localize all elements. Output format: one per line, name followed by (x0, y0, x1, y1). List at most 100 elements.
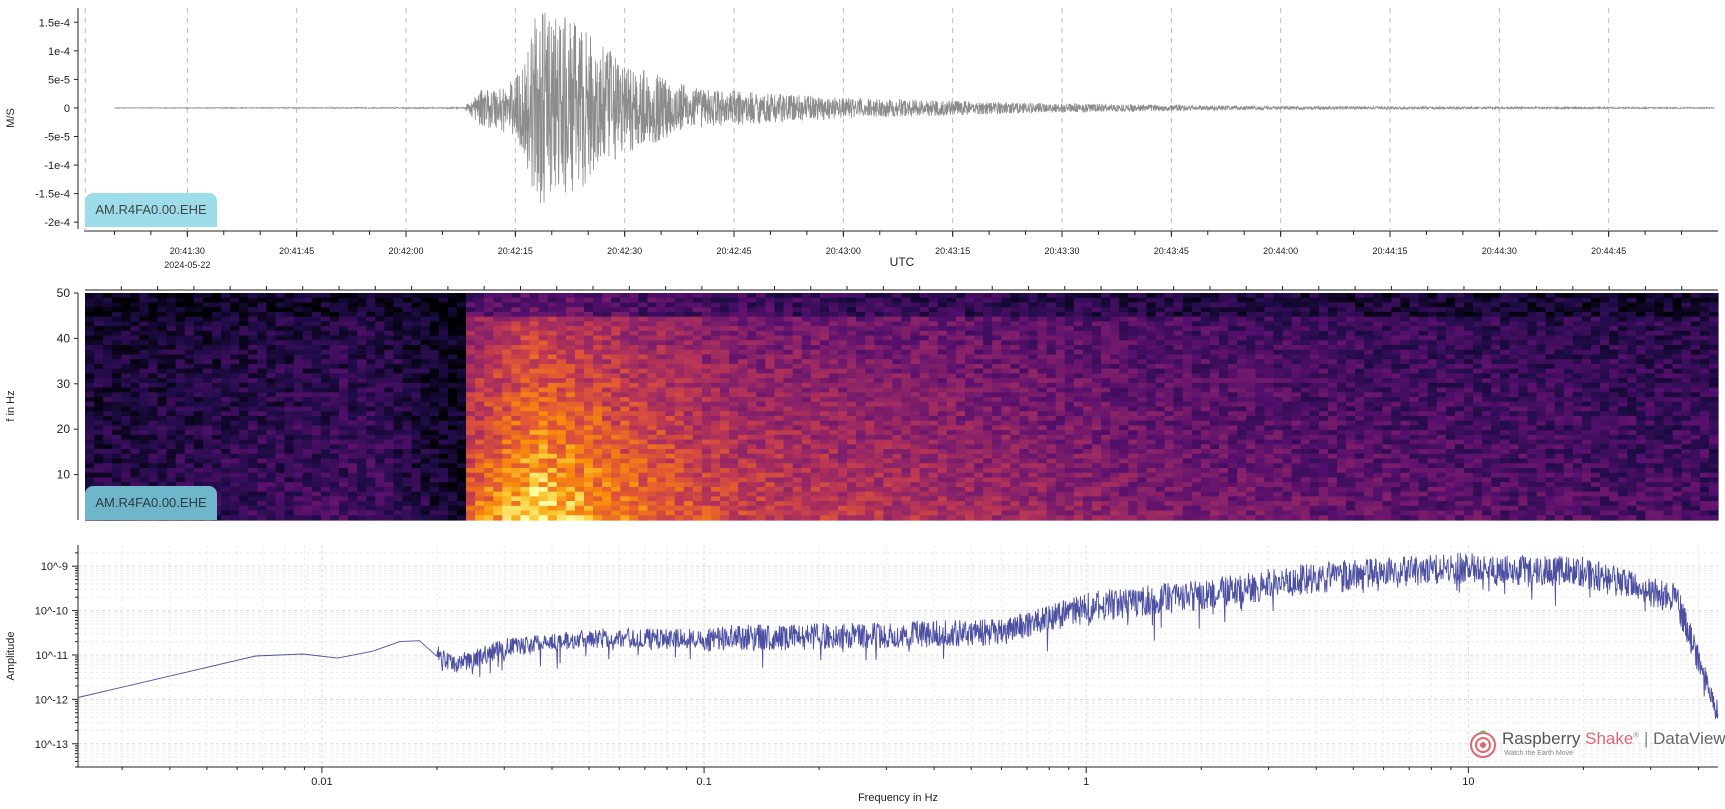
spectrogram-cell (130, 467, 141, 474)
spectrogram-cell (320, 345, 331, 351)
spectrogram-cell (629, 501, 639, 507)
spectrogram-cell (375, 297, 385, 304)
spectrogram-cell (157, 340, 168, 346)
spectrogram-cell (919, 477, 930, 483)
spectrogram-cell (792, 382, 803, 389)
spectrogram-cell (974, 458, 984, 464)
spectrogram-cell (983, 297, 993, 304)
spectrogram-cell (710, 434, 721, 441)
spectrogram-cell (329, 378, 340, 384)
spectrogram-cell (983, 477, 993, 483)
spectrogram-cell (284, 510, 295, 516)
spectrogram-cell (511, 444, 522, 450)
spectrogram-cell (656, 307, 667, 313)
spectrogram-cell (955, 434, 966, 441)
spectrogram-cell (130, 373, 141, 379)
spectrogram-cell (166, 477, 177, 483)
spectrogram-cell (420, 397, 431, 403)
spectrogram-cell (946, 340, 957, 346)
spectrogram-cell (955, 345, 966, 351)
spectrogram-cell (783, 330, 794, 337)
spectrogram-cell (656, 392, 667, 398)
spectrogram-cell (611, 458, 621, 464)
spectrogram-cell (547, 359, 558, 365)
spectrogram-cell (547, 378, 558, 384)
spectrogram-cell (130, 444, 141, 450)
spectrogram-cell (393, 458, 404, 464)
spectrogram-cell (747, 501, 757, 507)
spectrogram-cell (565, 420, 576, 427)
spectrogram-cell (348, 415, 358, 422)
spectrogram-cell (901, 354, 912, 360)
spectrogram-cell (511, 349, 522, 356)
spectrogram-cell (429, 434, 440, 441)
spectrogram-cell (874, 293, 884, 299)
spectrogram-cell (602, 467, 612, 474)
spectrogram-cell (1001, 467, 1011, 474)
spectrogram-cell (248, 293, 258, 299)
spectrogram-cell (438, 496, 449, 502)
spectrogram-cell (302, 430, 313, 436)
spectrogram-cell (493, 311, 503, 318)
spectrogram-cell (275, 326, 286, 332)
spectrogram-cell (874, 382, 884, 389)
spectrogram-cell (638, 330, 649, 337)
spectrogram-cell (783, 449, 794, 455)
spectrogram-cell (629, 345, 639, 351)
spectrogram-cell (502, 293, 512, 299)
spectrogram-cell (466, 297, 476, 304)
spectrogram-cell (756, 382, 767, 389)
spectrogram-cell (447, 444, 458, 450)
spectrogram-cell (329, 316, 340, 322)
spectrogram-cell (937, 311, 948, 318)
spectrogram-cell (620, 411, 630, 417)
spectrogram-cell (384, 472, 395, 479)
spectrogram-cell (556, 430, 567, 436)
spectrogram-cell (121, 397, 131, 403)
spectrogram-cell (883, 401, 894, 408)
spectrogram-cell (774, 486, 785, 493)
spectrogram-cell (175, 311, 186, 318)
spectrogram-cell (456, 505, 467, 512)
spectrogram-cell (856, 496, 866, 502)
spectrogram-cell (266, 411, 277, 417)
spectrogram-cell (810, 420, 821, 427)
spectrogram-cell (384, 363, 395, 370)
spectrogram-cell (1001, 316, 1011, 322)
spectrogram-cell (511, 458, 522, 464)
spectrogram-cell (856, 368, 866, 374)
spectrogram-cell (230, 297, 240, 304)
spectrogram-cell (611, 387, 621, 393)
spectrogram-cell (411, 326, 422, 332)
spectrogram-cell (828, 354, 839, 360)
spectrogram-cell (629, 425, 639, 431)
spectrogram-cell (230, 472, 240, 479)
spectrogram-cell (447, 491, 458, 497)
spectrogram-cell (883, 453, 894, 460)
spectrogram-cell (747, 496, 757, 502)
spectrogram-cell (892, 434, 903, 441)
spectrogram-cell (983, 472, 993, 479)
spectrogram-cell (710, 482, 721, 488)
spectrogram-cell (602, 482, 612, 488)
spectrogram-cell (402, 472, 413, 479)
spectrogram-cell (275, 382, 286, 389)
spectrogram-cell (157, 430, 168, 436)
spectrogram-cell (983, 359, 993, 365)
spectrogram-cell (611, 340, 621, 346)
spectrogram-cell (103, 354, 113, 360)
spectrogram-cell (701, 382, 712, 389)
spectrogram-cell (901, 515, 912, 521)
spectrogram-cell (456, 354, 467, 360)
spectrogram-cell (683, 373, 694, 379)
spectrogram-cell (257, 415, 268, 422)
spectrogram-cell (438, 482, 449, 488)
spectrogram-cell (892, 340, 903, 346)
spectrogram-cell (910, 302, 921, 308)
spectrogram-cell (384, 368, 395, 374)
spectrogram-cell (339, 340, 349, 346)
spectrogram-cell (828, 482, 839, 488)
spectrogram-cell (402, 449, 413, 455)
spectrogram-cell (475, 415, 485, 422)
spectrogram-cell (765, 359, 776, 365)
